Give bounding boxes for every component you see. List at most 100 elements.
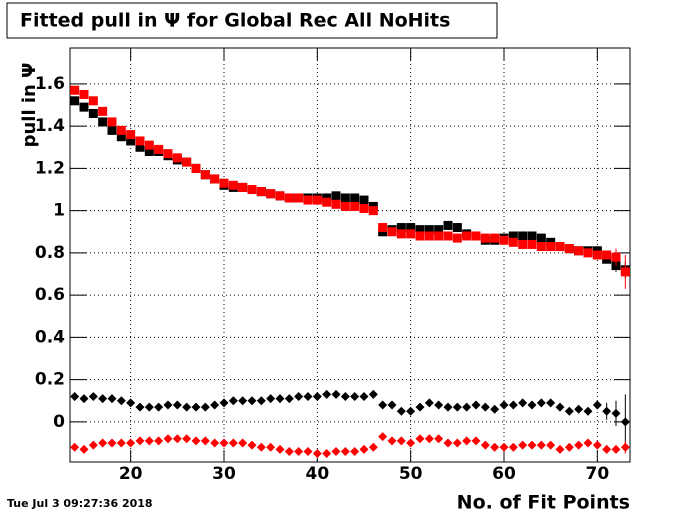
data-point bbox=[462, 231, 472, 241]
title-box bbox=[6, 2, 498, 39]
data-point bbox=[303, 392, 313, 402]
data-point bbox=[490, 404, 500, 414]
data-point bbox=[303, 195, 313, 205]
data-point bbox=[116, 438, 126, 448]
data-point bbox=[154, 402, 164, 412]
data-point bbox=[527, 231, 537, 241]
x-tick-label: 30 bbox=[212, 464, 236, 484]
data-point bbox=[340, 392, 350, 402]
data-point bbox=[555, 402, 565, 412]
data-point bbox=[527, 400, 537, 410]
data-point bbox=[247, 185, 257, 195]
data-point bbox=[116, 396, 126, 406]
y-tick-label: 1.2 bbox=[35, 158, 65, 178]
data-point bbox=[247, 440, 257, 450]
data-point bbox=[238, 396, 248, 406]
x-tick-label: 40 bbox=[305, 464, 329, 484]
data-point bbox=[107, 438, 117, 448]
y-tick-label: 0.4 bbox=[35, 327, 65, 347]
data-point bbox=[378, 223, 388, 233]
data-point bbox=[452, 438, 462, 448]
data-point bbox=[107, 125, 117, 135]
data-point bbox=[350, 193, 360, 203]
data-point bbox=[443, 438, 453, 448]
data-point bbox=[154, 144, 164, 154]
y-tick-label: 1 bbox=[53, 201, 65, 221]
data-point bbox=[546, 398, 556, 408]
y-tick-label: 0.6 bbox=[35, 285, 65, 305]
data-point bbox=[210, 400, 220, 410]
data-point bbox=[368, 442, 378, 452]
timestamp: Tue Jul 3 09:27:36 2018 bbox=[7, 497, 153, 510]
data-point bbox=[378, 400, 388, 410]
data-point bbox=[471, 436, 481, 446]
data-point bbox=[387, 400, 397, 410]
data-point bbox=[266, 394, 276, 404]
data-point bbox=[490, 442, 500, 452]
data-point bbox=[256, 396, 266, 406]
data-point bbox=[340, 446, 350, 456]
plot-border bbox=[69, 47, 631, 463]
data-point bbox=[228, 180, 238, 190]
data-point bbox=[126, 398, 136, 408]
data-point bbox=[583, 406, 593, 416]
data-point bbox=[574, 404, 584, 414]
data-point bbox=[368, 389, 378, 399]
data-point bbox=[284, 193, 294, 203]
data-point bbox=[602, 444, 612, 454]
data-point bbox=[359, 392, 369, 402]
data-point bbox=[555, 242, 565, 252]
data-point bbox=[527, 239, 537, 249]
data-point bbox=[359, 195, 369, 205]
data-point bbox=[564, 406, 574, 416]
data-point bbox=[163, 434, 173, 444]
data-point bbox=[406, 229, 416, 239]
data-point bbox=[424, 398, 434, 408]
data-point bbox=[247, 396, 257, 406]
data-point bbox=[387, 436, 397, 446]
data-point bbox=[228, 438, 238, 448]
data-point bbox=[415, 225, 425, 235]
data-point bbox=[219, 398, 229, 408]
data-point bbox=[434, 434, 444, 444]
data-point bbox=[322, 449, 332, 459]
data-point bbox=[126, 438, 136, 448]
data-point bbox=[331, 199, 341, 209]
data-point bbox=[172, 434, 182, 444]
x-tick-label: 60 bbox=[492, 464, 516, 484]
data-point bbox=[182, 402, 192, 412]
data-point bbox=[107, 117, 117, 127]
data-point bbox=[70, 85, 80, 95]
data-point bbox=[518, 398, 528, 408]
data-point bbox=[406, 223, 416, 233]
data-point bbox=[378, 432, 388, 442]
data-point bbox=[415, 402, 425, 412]
data-point bbox=[499, 235, 509, 245]
data-point bbox=[303, 446, 313, 456]
data-point bbox=[322, 389, 332, 399]
data-point bbox=[266, 189, 276, 199]
data-point bbox=[79, 89, 89, 99]
data-point bbox=[462, 402, 472, 412]
data-point bbox=[200, 402, 210, 412]
data-point bbox=[126, 136, 136, 146]
data-point bbox=[107, 394, 117, 404]
data-point bbox=[611, 444, 621, 454]
y-tick-label: 1.6 bbox=[35, 74, 65, 94]
data-point bbox=[592, 250, 602, 260]
data-point bbox=[396, 406, 406, 416]
data-point bbox=[592, 440, 602, 450]
data-point bbox=[98, 117, 108, 127]
data-point bbox=[200, 436, 210, 446]
data-point bbox=[564, 442, 574, 452]
data-point bbox=[284, 446, 294, 456]
data-point bbox=[443, 220, 453, 230]
data-point bbox=[294, 193, 304, 203]
data-point bbox=[508, 237, 518, 247]
data-point bbox=[331, 389, 341, 399]
data-point bbox=[508, 231, 518, 241]
data-point bbox=[350, 201, 360, 211]
data-point bbox=[536, 440, 546, 450]
data-point bbox=[424, 434, 434, 444]
